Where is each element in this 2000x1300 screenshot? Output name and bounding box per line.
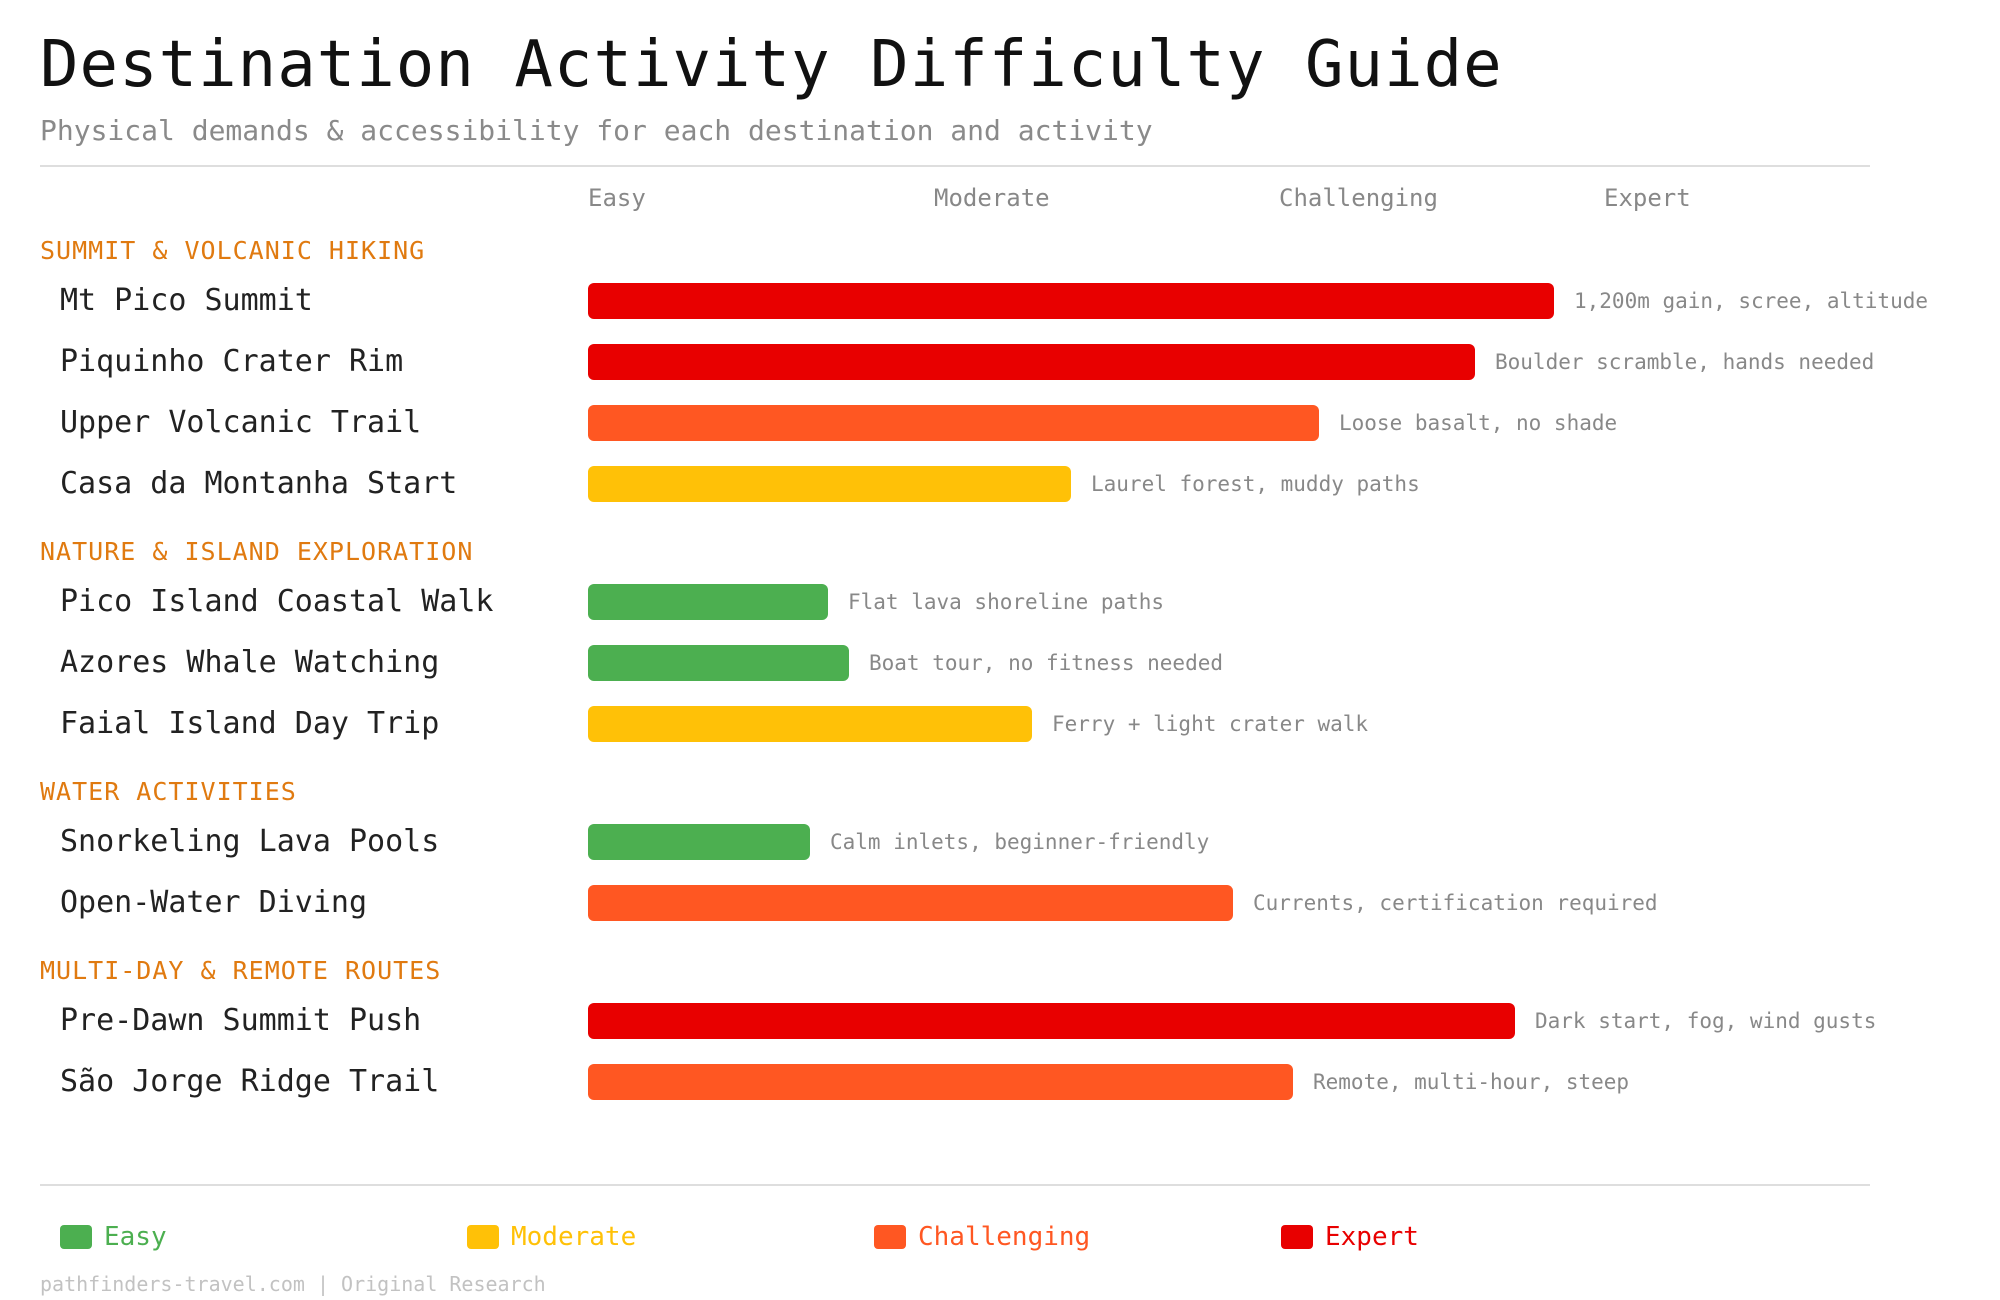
difficulty-bar bbox=[588, 824, 810, 860]
bar-note: Calm inlets, beginner-friendly bbox=[830, 830, 1210, 854]
top-divider bbox=[40, 165, 1870, 167]
legend-swatch bbox=[467, 1225, 499, 1249]
scale-label-challenging: Challenging bbox=[1279, 184, 1438, 212]
legend-label: Easy bbox=[104, 1222, 167, 1252]
activity-label: Upper Volcanic Trail bbox=[60, 405, 422, 440]
bar-note: Ferry + light crater walk bbox=[1052, 712, 1369, 736]
difficulty-bar bbox=[588, 885, 1233, 921]
bottom-divider bbox=[40, 1184, 1870, 1186]
bar-note: Boulder scramble, hands needed bbox=[1495, 350, 1875, 374]
difficulty-bar bbox=[588, 405, 1319, 441]
chart-title: Destination Activity Difficulty Guide bbox=[40, 28, 1503, 102]
legend-label: Moderate bbox=[511, 1222, 637, 1252]
activity-label: Snorkeling Lava Pools bbox=[60, 824, 440, 859]
group-title: WATER ACTIVITIES bbox=[40, 777, 297, 806]
activity-label: Faial Island Day Trip bbox=[60, 706, 440, 741]
legend-swatch bbox=[1281, 1225, 1313, 1249]
chart-subtitle: Physical demands & accessibility for eac… bbox=[40, 114, 1153, 147]
difficulty-bar bbox=[588, 283, 1554, 319]
bar-note: Currents, certification required bbox=[1253, 891, 1658, 915]
bar-note: 1,200m gain, scree, altitude bbox=[1574, 289, 1929, 313]
scale-label-expert: Expert bbox=[1604, 184, 1691, 212]
difficulty-bar bbox=[588, 706, 1032, 742]
group-title: MULTI-DAY & REMOTE ROUTES bbox=[40, 956, 442, 985]
activity-label: Azores Whale Watching bbox=[60, 645, 440, 680]
bar-note: Flat lava shoreline paths bbox=[848, 590, 1165, 614]
scale-label-easy: Easy bbox=[588, 184, 646, 212]
legend-item-easy: Easy bbox=[60, 1222, 167, 1252]
activity-label: Pre-Dawn Summit Push bbox=[60, 1003, 422, 1038]
legend-label: Challenging bbox=[918, 1222, 1091, 1252]
activity-label: Piquinho Crater Rim bbox=[60, 344, 404, 379]
bar-note: Dark start, fog, wind gusts bbox=[1535, 1009, 1877, 1033]
difficulty-bar bbox=[588, 466, 1071, 502]
group-title: SUMMIT & VOLCANIC HIKING bbox=[40, 236, 426, 265]
difficulty-bar bbox=[588, 1003, 1515, 1039]
legend-swatch bbox=[60, 1225, 92, 1249]
footer-credit: pathfinders-travel.com | Original Resear… bbox=[40, 1272, 546, 1296]
difficulty-bar bbox=[588, 1064, 1293, 1100]
legend-item-expert: Expert bbox=[1281, 1222, 1419, 1252]
difficulty-bar bbox=[588, 584, 828, 620]
bar-note: Boat tour, no fitness needed bbox=[869, 651, 1224, 675]
activity-label: São Jorge Ridge Trail bbox=[60, 1064, 440, 1099]
legend-item-challenging: Challenging bbox=[874, 1222, 1090, 1252]
bar-note: Remote, multi-hour, steep bbox=[1313, 1070, 1630, 1094]
activity-label: Casa da Montanha Start bbox=[60, 466, 458, 501]
difficulty-bar bbox=[588, 645, 849, 681]
activity-label: Mt Pico Summit bbox=[60, 283, 313, 318]
bar-note: Loose basalt, no shade bbox=[1339, 411, 1618, 435]
activity-label: Pico Island Coastal Walk bbox=[60, 584, 494, 619]
group-title: NATURE & ISLAND EXPLORATION bbox=[40, 537, 474, 566]
legend-item-moderate: Moderate bbox=[467, 1222, 636, 1252]
scale-label-moderate: Moderate bbox=[934, 184, 1050, 212]
bar-note: Laurel forest, muddy paths bbox=[1091, 472, 1420, 496]
difficulty-bar bbox=[588, 344, 1475, 380]
legend-label: Expert bbox=[1325, 1222, 1419, 1252]
legend-swatch bbox=[874, 1225, 906, 1249]
activity-label: Open-Water Diving bbox=[60, 885, 368, 920]
